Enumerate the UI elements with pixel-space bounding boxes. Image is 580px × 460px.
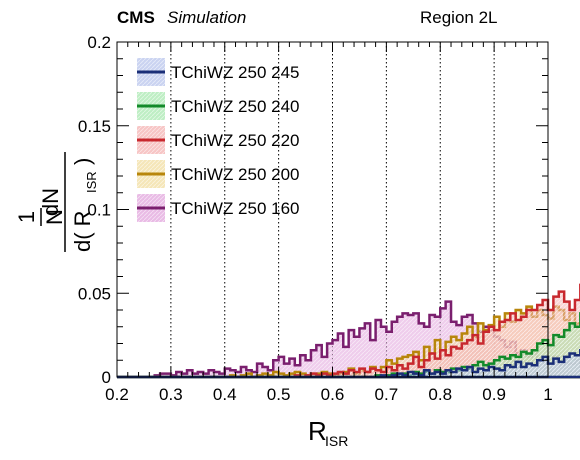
x-axis-label: R	[308, 416, 327, 446]
y-tick-label: 0	[102, 368, 111, 387]
x-tick-label: 0.9	[482, 385, 506, 404]
y-label-frac-num: 1	[14, 211, 39, 223]
legend-label: TChiWZ 250 160	[171, 199, 300, 218]
histogram-series	[117, 283, 580, 379]
y-tick-label: 0.2	[87, 33, 111, 52]
legend-label: TChiWZ 250 220	[171, 131, 300, 150]
region-label: Region 2L	[420, 8, 498, 27]
x-axis-label-subscript: ISR	[325, 433, 348, 449]
legend-label: TChiWZ 250 245	[171, 63, 300, 82]
experiment-tag: Simulation	[167, 8, 246, 27]
x-tick-label: 0.2	[105, 385, 129, 404]
x-tick-label: 0.5	[267, 385, 291, 404]
legend-label: TChiWZ 250 200	[171, 165, 300, 184]
x-tick-label: 0.7	[375, 385, 399, 404]
legend-label: TChiWZ 250 240	[171, 97, 300, 116]
y-label-dN: dN	[38, 188, 63, 216]
y-tick-label: 0.05	[78, 284, 111, 303]
x-tick-label: 0.8	[428, 385, 452, 404]
y-tick-label: 0.15	[78, 117, 111, 136]
x-tick-label: 0.4	[213, 385, 237, 404]
y-label-frac-den: N	[42, 209, 67, 225]
y-label-d-close: )	[70, 158, 95, 165]
x-tick-label: 0.3	[159, 385, 183, 404]
series-hatch	[117, 291, 580, 377]
y-label-d-open: d( R	[70, 210, 95, 252]
axis-ticks: 0.2 0.3 0.4 0.5 0.6 0.7 0.8 0.9 1 0 0.05 0.1 0.15 0.2	[78, 33, 553, 404]
y-axis-label: 1 N dN d( R ISR )	[14, 152, 99, 252]
x-tick-label: 0.6	[321, 385, 345, 404]
experiment-label: CMS	[117, 8, 155, 27]
y-label-d-sub: ISR	[84, 171, 99, 193]
y-tick-label: 0.1	[87, 201, 111, 220]
x-tick-label: 1	[543, 385, 552, 404]
legend: TChiWZ 250 245 TChiWZ 250 240 TChiWZ 250 2…	[137, 58, 300, 222]
